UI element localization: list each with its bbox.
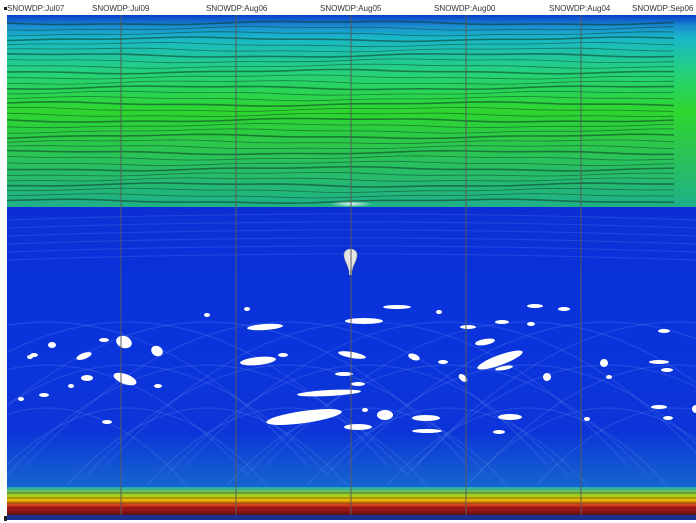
anomaly-blob [649, 360, 669, 364]
anomaly-blob [600, 359, 608, 367]
anomaly-layer [18, 304, 696, 434]
anomaly-blob [663, 416, 673, 420]
anomaly-blob [493, 430, 505, 434]
anomaly-blob [412, 429, 442, 433]
channel-separators [120, 15, 582, 515]
anomaly-blob [76, 352, 92, 360]
anomaly-blob [527, 304, 543, 308]
anomaly-blob [383, 305, 411, 309]
channel-label-7[interactable]: SNOWDP:Sep06 [632, 4, 694, 13]
anomaly-blob [297, 389, 361, 397]
anomaly-blob [344, 424, 372, 430]
anomaly-blob [154, 384, 162, 388]
anomaly-blob [584, 417, 590, 421]
anomaly-blob [278, 353, 288, 357]
channel-header: SNOWDP:Jul07 SNOWDP:Jul09 SNOWDP:Aug06 S… [0, 0, 696, 15]
anomaly-blob [116, 335, 132, 349]
anomaly-blob [651, 405, 667, 409]
anomaly-blob [338, 351, 366, 359]
horizontal-scrollbar[interactable] [7, 515, 696, 523]
anomaly-blob [495, 365, 513, 371]
anomaly-blob [460, 325, 476, 329]
anomaly-blob [68, 384, 74, 388]
anomaly-blob [495, 320, 509, 324]
anomaly-blob [362, 408, 368, 412]
anomaly-blob [240, 356, 276, 366]
anomaly-blob [99, 338, 109, 342]
anomaly-blob [377, 410, 393, 420]
anomaly-blob [81, 375, 93, 381]
anomaly-blob [412, 415, 440, 421]
anomaly-blob [692, 405, 696, 413]
anomaly-blob [527, 322, 535, 326]
anomaly-blob [438, 360, 448, 364]
channel-label-3[interactable]: SNOWDP:Aug06 [206, 4, 268, 13]
bottom-left-marker [4, 516, 7, 521]
anomaly-blob [475, 338, 495, 346]
anomaly-blob [661, 368, 673, 372]
anomaly-blob [408, 353, 420, 361]
anomaly-blob [204, 313, 210, 317]
anomaly-blob [345, 318, 383, 324]
anomaly-blob [658, 329, 670, 333]
scrollbar-thumb[interactable] [7, 515, 696, 520]
anomaly-blob [113, 372, 137, 386]
channel-label-5[interactable]: SNOWDP:Aug00 [434, 4, 496, 13]
channel-label-6[interactable]: SNOWDP:Aug04 [549, 4, 611, 13]
anomaly-blob [266, 409, 342, 425]
anomaly-blob [39, 393, 49, 397]
anomaly-blob [558, 307, 570, 311]
top-left-marker [4, 7, 7, 10]
layer-lines [7, 20, 675, 205]
anomaly-blob [247, 323, 283, 331]
section-display[interactable] [7, 15, 696, 515]
anomaly-blob [477, 350, 523, 370]
anomaly-blob [351, 382, 365, 386]
anomaly-blob [102, 420, 112, 424]
anomaly-blob [543, 373, 551, 381]
anomaly-blob [498, 414, 522, 420]
anomaly-blob [436, 310, 442, 314]
anomaly-blob [151, 345, 163, 357]
anomaly-blob [48, 342, 56, 348]
anomaly-blob [458, 374, 468, 382]
anomaly-blob [18, 397, 24, 401]
channel-label-1[interactable]: SNOWDP:Jul07 [7, 4, 65, 13]
anomaly-blob [27, 355, 33, 359]
anomaly-blob [335, 372, 353, 376]
anomaly-blob [606, 375, 612, 379]
channel-label-4[interactable]: SNOWDP:Aug05 [320, 4, 382, 13]
anomaly-blob [244, 307, 250, 311]
channel-label-2[interactable]: SNOWDP:Jul09 [92, 4, 150, 13]
